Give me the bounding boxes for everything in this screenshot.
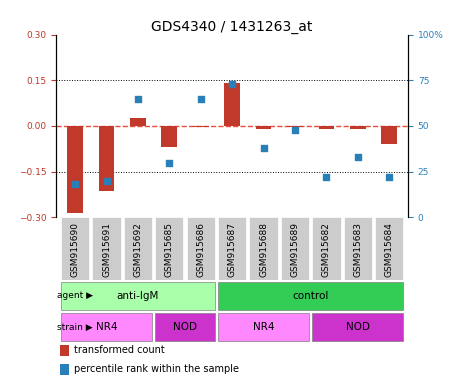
- Point: [197, 96, 204, 102]
- Point: [291, 127, 299, 133]
- Bar: [312, 217, 340, 280]
- Point: [323, 174, 330, 180]
- Point: [71, 181, 79, 187]
- Bar: [218, 217, 246, 280]
- Bar: [155, 313, 215, 341]
- Text: GSM915692: GSM915692: [134, 222, 143, 277]
- Point: [228, 81, 236, 87]
- Text: NOD: NOD: [346, 322, 370, 332]
- Text: GSM915683: GSM915683: [353, 222, 362, 277]
- Text: transformed count: transformed count: [74, 345, 165, 355]
- Bar: [218, 282, 403, 310]
- Text: GSM915688: GSM915688: [259, 222, 268, 277]
- Text: percentile rank within the sample: percentile rank within the sample: [74, 364, 239, 374]
- Bar: [193, 126, 209, 127]
- Bar: [61, 313, 152, 341]
- Point: [260, 145, 267, 151]
- Bar: [256, 126, 272, 129]
- Text: GSM915682: GSM915682: [322, 222, 331, 277]
- Text: GSM915690: GSM915690: [71, 222, 80, 277]
- Bar: [350, 126, 366, 129]
- Text: GSM915685: GSM915685: [165, 222, 174, 277]
- Bar: [375, 217, 403, 280]
- Text: NOD: NOD: [173, 322, 197, 332]
- Text: NR4: NR4: [96, 322, 117, 332]
- Bar: [218, 313, 309, 341]
- Bar: [155, 217, 183, 280]
- Bar: [287, 126, 303, 127]
- Bar: [344, 217, 372, 280]
- Bar: [312, 313, 403, 341]
- Text: strain ▶: strain ▶: [57, 323, 92, 332]
- Text: GSM915689: GSM915689: [290, 222, 300, 277]
- Point: [166, 159, 173, 166]
- Bar: [60, 364, 68, 375]
- Point: [103, 178, 110, 184]
- Bar: [92, 217, 121, 280]
- Title: GDS4340 / 1431263_at: GDS4340 / 1431263_at: [151, 20, 313, 33]
- Text: GSM915691: GSM915691: [102, 222, 111, 277]
- Point: [134, 96, 142, 102]
- Bar: [98, 126, 114, 192]
- Text: GSM915686: GSM915686: [196, 222, 205, 277]
- Bar: [381, 126, 397, 144]
- Text: anti-IgM: anti-IgM: [117, 291, 159, 301]
- Bar: [187, 217, 215, 280]
- Bar: [130, 118, 146, 126]
- Bar: [250, 217, 278, 280]
- Bar: [281, 217, 309, 280]
- Text: GSM915687: GSM915687: [227, 222, 237, 277]
- Text: GSM915684: GSM915684: [385, 222, 393, 277]
- Bar: [318, 126, 334, 129]
- Point: [386, 174, 393, 180]
- Text: control: control: [293, 291, 329, 301]
- Point: [354, 154, 362, 160]
- Bar: [61, 217, 89, 280]
- Bar: [60, 344, 68, 356]
- Bar: [161, 126, 177, 147]
- Bar: [224, 83, 240, 126]
- Bar: [124, 217, 152, 280]
- Text: agent ▶: agent ▶: [57, 291, 93, 300]
- Bar: [67, 126, 83, 213]
- Text: NR4: NR4: [253, 322, 274, 332]
- Bar: [61, 282, 215, 310]
